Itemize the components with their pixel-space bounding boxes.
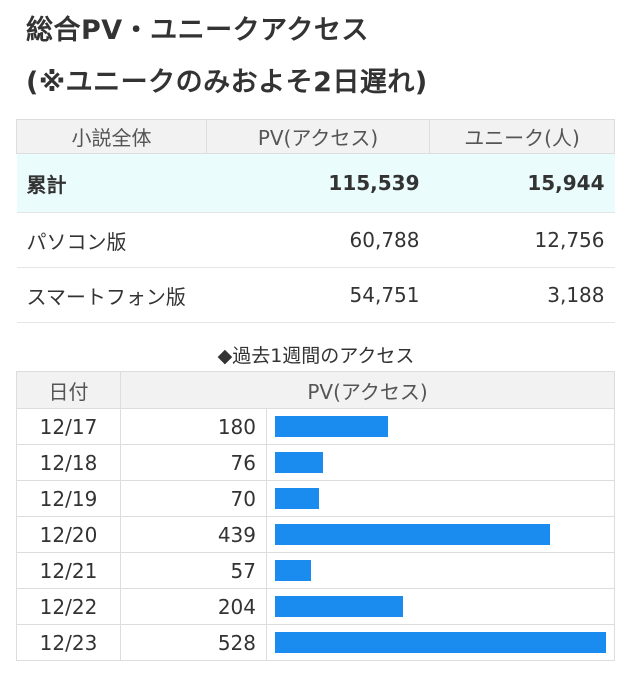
weekly-pv-value: 528 [120,624,267,661]
summary-total-pv: 115,539 [206,153,430,213]
weekly-bar-cell [265,480,616,517]
weekly-bar-cell [265,588,616,625]
weekly-row: 12/17 180 [16,408,616,445]
weekly-row: 12/18 76 [16,444,616,481]
page-subtitle: (※ユニークのみおよそ2日遅れ) [26,67,428,98]
weekly-row: 12/21 57 [16,552,616,589]
weekly-bar-cell [265,444,616,481]
summary-total-unique: 15,944 [429,153,615,213]
weekly-date: 12/17 [16,408,121,445]
weekly-pv-value: 57 [120,552,267,589]
weekly-pv-bar [275,488,319,509]
summary-row-smartphone: スマートフォン版 54,751 3,188 [16,267,615,323]
weekly-header-date: 日付 [16,371,121,409]
weekly-heading: ◆過去1週間のアクセス [217,345,415,367]
weekly-header-row: 日付 PV(アクセス) [16,371,616,409]
weekly-pv-value: 180 [120,408,267,445]
weekly-date: 12/22 [16,588,121,625]
summary-smartphone-unique: 3,188 [429,267,615,323]
weekly-row: 12/23 528 [16,624,616,661]
weekly-pv-bar [275,596,403,617]
page-title: 総合PV・ユニークアクセス [26,15,369,46]
summary-header-unique: ユニーク(人) [429,119,615,154]
summary-header-row: 小説全体 PV(アクセス) ユニーク(人) [16,119,615,154]
summary-smartphone-label: スマートフォン版 [16,267,207,323]
summary-smartphone-pv: 54,751 [206,267,430,323]
summary-table: 小説全体 PV(アクセス) ユニーク(人) 累計 115,539 15,944 … [16,119,615,323]
weekly-date: 12/19 [16,480,121,517]
weekly-row: 12/20 439 [16,516,616,553]
summary-row-total: 累計 115,539 15,944 [16,153,615,213]
weekly-pv-bar [275,632,607,653]
weekly-date: 12/23 [16,624,121,661]
weekly-row: 12/22 204 [16,588,616,625]
weekly-date: 12/21 [16,552,121,589]
weekly-bar-cell [265,408,616,445]
weekly-pv-bar [275,560,311,581]
weekly-pv-value: 76 [120,444,267,481]
summary-header-novel: 小説全体 [16,119,207,154]
summary-pc-unique: 12,756 [429,212,615,268]
summary-total-label: 累計 [16,153,207,213]
weekly-header-pv: PV(アクセス) [119,371,616,409]
weekly-date: 12/20 [16,516,121,553]
weekly-pv-bar [275,416,388,437]
weekly-pv-value: 439 [120,516,267,553]
weekly-pv-value: 204 [120,588,267,625]
weekly-date: 12/18 [16,444,121,481]
weekly-table: 日付 PV(アクセス) 12/17 180 12/18 76 12/19 70 12/20 4… [16,371,616,661]
weekly-row: 12/19 70 [16,480,616,517]
summary-row-pc: パソコン版 60,788 12,756 [16,212,615,268]
weekly-bar-cell [265,516,616,553]
summary-header-pv: PV(アクセス) [206,119,430,154]
weekly-bar-cell [265,624,616,661]
summary-pc-label: パソコン版 [16,212,207,268]
weekly-pv-bar [275,524,551,545]
weekly-pv-value: 70 [120,480,267,517]
weekly-pv-bar [275,452,323,473]
weekly-bar-cell [265,552,616,589]
summary-pc-pv: 60,788 [206,212,430,268]
